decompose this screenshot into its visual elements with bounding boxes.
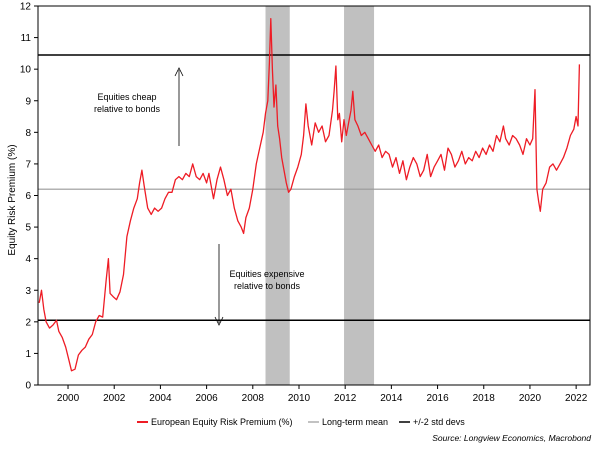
y-tick-label-12: 12 [20,2,32,13]
source-note: Source: Longview Economics, Macrobond [432,433,591,443]
y-tick-label-3: 3 [25,286,31,297]
x-tick-label-2012: 2012 [334,393,357,404]
legend-label-std: +/-2 std devs [413,417,465,427]
data-series [38,17,581,372]
y-tick-label-8: 8 [25,128,31,139]
legend-label-mean: Long-term mean [322,417,388,427]
y-tick-label-4: 4 [25,254,31,265]
x-tick-label-2002: 2002 [103,393,126,404]
y-tick-label-10: 10 [20,65,32,76]
shaded-periods [265,6,375,385]
x-axis: 2000 2002 2004 2006 2008 2010 2012 2014 2016 2018… [57,385,588,404]
y-tick-label-11: 11 [21,33,32,44]
legend-label-erp: European Equity Risk Premium (%) [151,417,293,427]
annotation-cheap-line-2: relative to bonds [94,104,161,114]
plot-frame [37,5,591,386]
legend: European Equity Risk Premium (%) Long-te… [137,417,465,427]
x-tick-label-2020: 2020 [519,393,542,404]
x-tick-label-2010: 2010 [288,393,311,404]
reference-lines [38,54,590,322]
annotation-cheap-arrowhead [174,67,184,77]
y-tick-label-7: 7 [25,159,31,170]
annotation-cheap: Equities cheap relative to bonds [94,67,184,146]
x-tick-label-2014: 2014 [380,393,403,404]
x-tick-label-2004: 2004 [149,393,172,404]
erp-series-line [38,17,581,372]
x-tick-label-2008: 2008 [242,393,265,404]
shaded-period-2 [344,6,375,385]
annotation-expensive: Equities expensive relative to bonds [214,244,305,326]
x-tick-label-2000: 2000 [57,393,80,404]
x-tick-label-2016: 2016 [426,393,449,404]
y-axis-label: Equity Risk Premium (%) [7,144,18,255]
y-tick-label-5: 5 [25,223,31,234]
annotation-expensive-line-1: Equities expensive [229,269,304,279]
annotation-expensive-line-2: relative to bonds [234,281,301,291]
x-tick-label-2018: 2018 [473,393,496,404]
y-tick-label-6: 6 [25,191,31,202]
x-tick-label-2022: 2022 [565,393,588,404]
y-tick-label-9: 9 [25,96,31,107]
y-tick-label-0: 0 [25,381,31,392]
y-tick-label-1: 1 [25,349,31,360]
x-tick-label-2006: 2006 [195,393,218,404]
annotation-expensive-arrowhead [214,316,224,326]
annotation-cheap-line-1: Equities cheap [97,92,156,102]
y-tick-label-2: 2 [25,317,31,328]
